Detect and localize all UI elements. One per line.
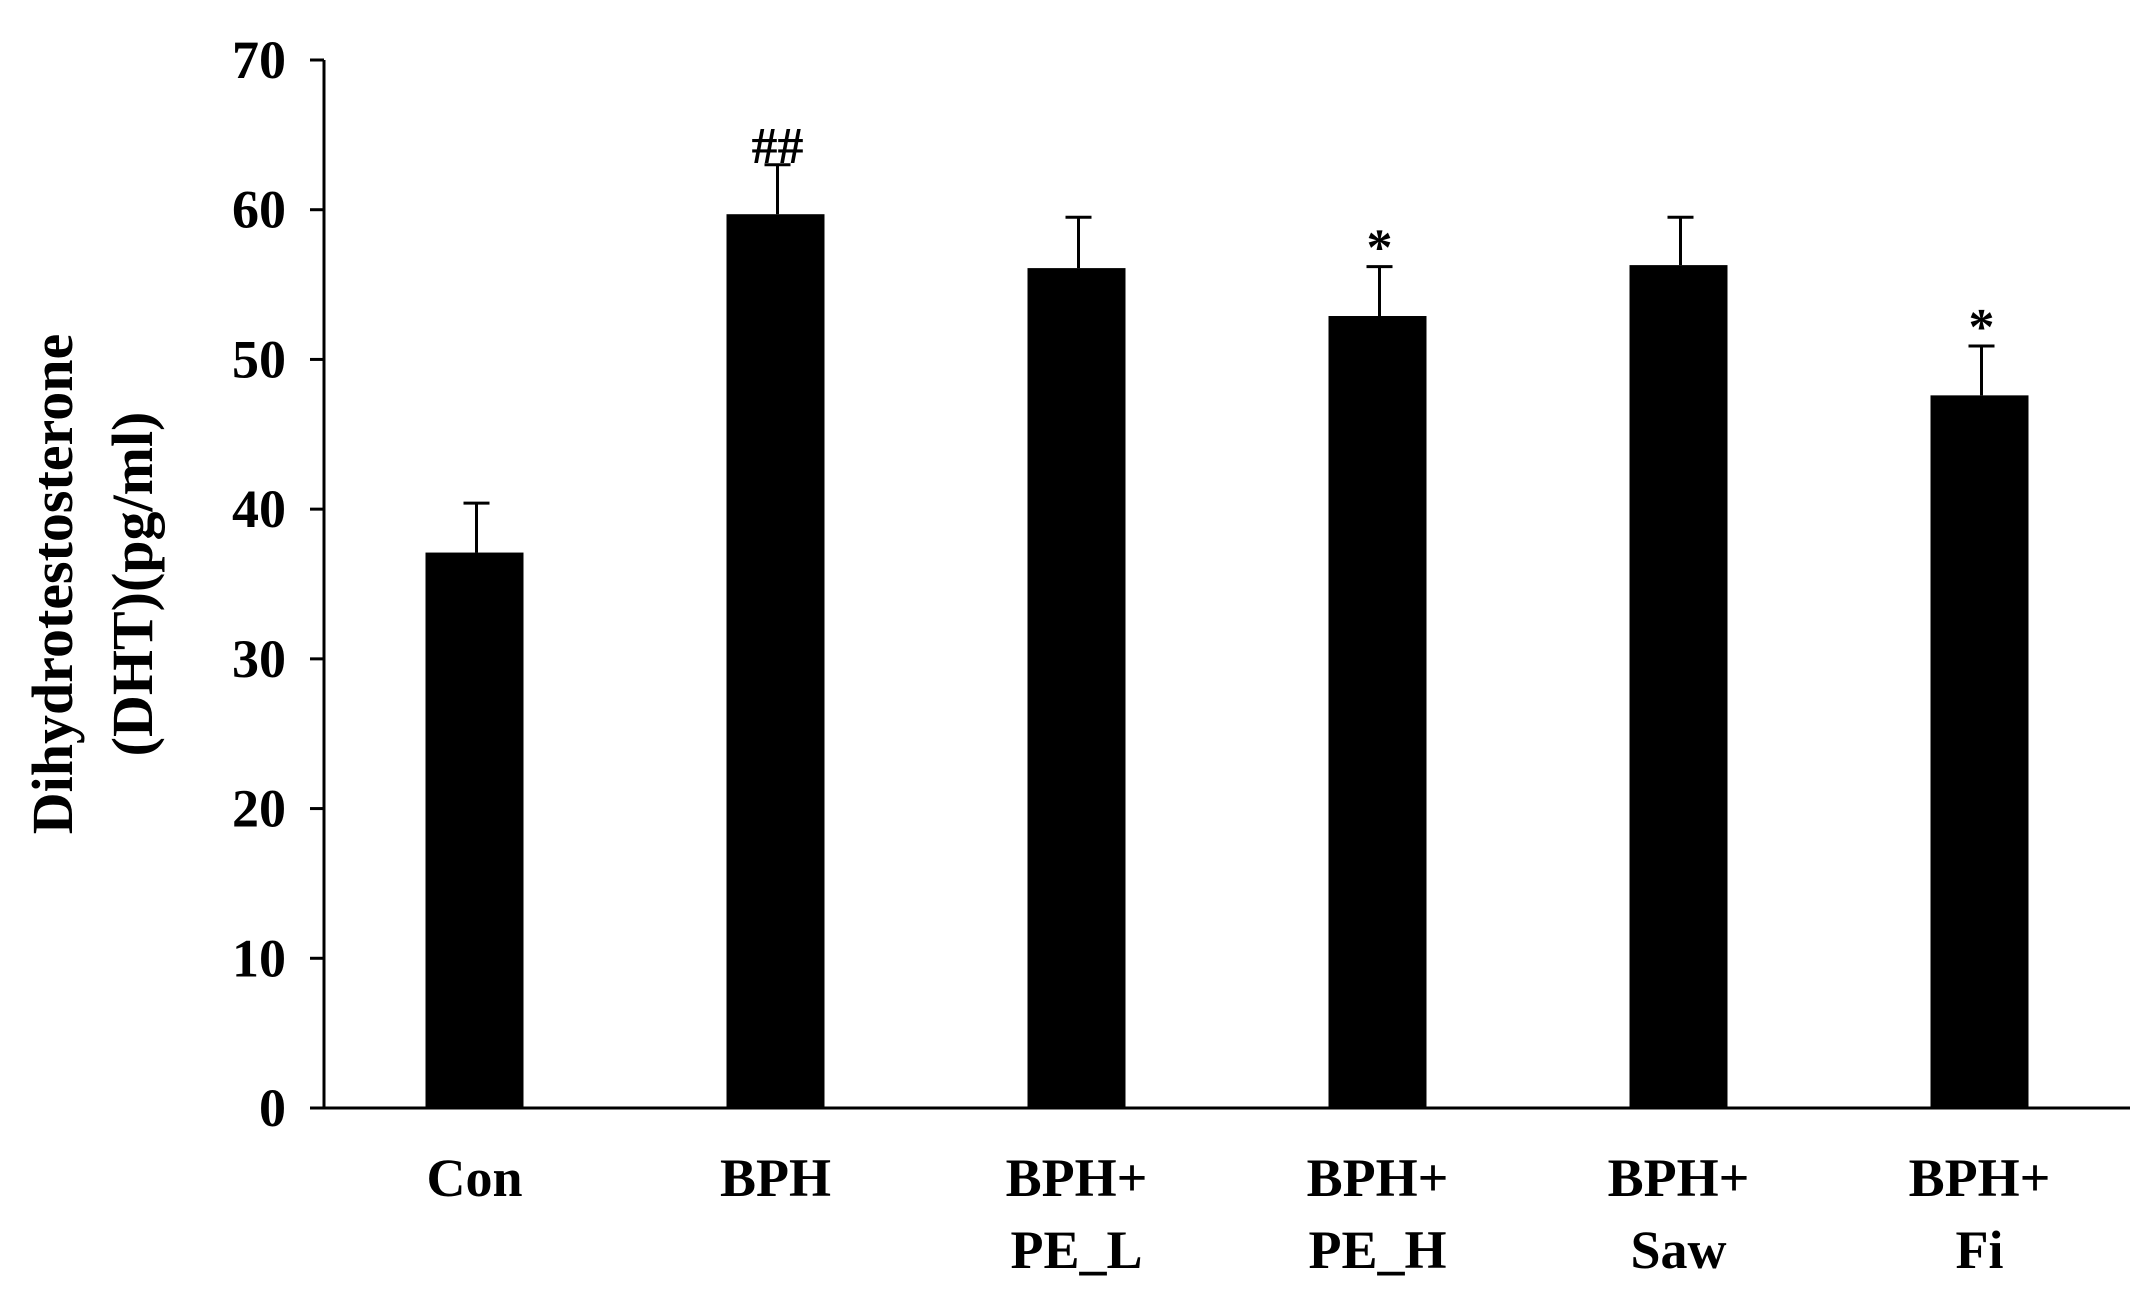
significance-mark: * (1969, 299, 1995, 356)
y-tick-label: 50 (232, 329, 286, 389)
bars (425, 214, 2029, 1109)
y-axis: 0 10 20 30 40 50 60 70 (232, 30, 326, 1138)
y-axis-label-line: (DHT)(pg/ml) (100, 412, 165, 757)
bar (1027, 268, 1126, 1108)
category-label: Fi (1956, 1220, 2004, 1280)
y-axis-label: Dihydrotestosterone (DHT)(pg/ml) (20, 334, 165, 834)
significance-annotations: ## * * (752, 118, 1995, 356)
category-label: PE_H (1308, 1220, 1446, 1280)
category-labels: Con BPH BPH+ PE_L BPH+ PE_H BPH+ Saw BPH+ Fi (426, 1148, 2050, 1280)
y-tick-label: 20 (232, 779, 286, 839)
y-axis-label-line: Dihydrotestosterone (20, 334, 85, 834)
category-label: Saw (1630, 1220, 1726, 1280)
significance-mark: ## (752, 118, 804, 175)
bar (1930, 395, 2029, 1108)
significance-mark: * (1367, 220, 1393, 277)
category-label: Con (426, 1148, 522, 1208)
y-tick-label: 0 (259, 1078, 286, 1138)
error-bars (463, 163, 1995, 553)
y-tick-label: 30 (232, 629, 286, 689)
bar (425, 552, 524, 1108)
bar (1328, 316, 1427, 1108)
category-label: BPH+ (1307, 1148, 1449, 1208)
y-tick-label: 70 (232, 30, 286, 90)
category-label: BPH (720, 1148, 831, 1208)
category-label: BPH+ (1608, 1148, 1750, 1208)
category-label: BPH+ (1006, 1148, 1148, 1208)
y-tick-label: 60 (232, 180, 286, 240)
bar (726, 214, 825, 1109)
y-tick-label: 10 (232, 928, 286, 988)
bar (1629, 265, 1728, 1108)
category-label: PE_L (1010, 1220, 1142, 1280)
y-tick-label: 40 (232, 479, 286, 539)
category-label: BPH+ (1909, 1148, 2051, 1208)
